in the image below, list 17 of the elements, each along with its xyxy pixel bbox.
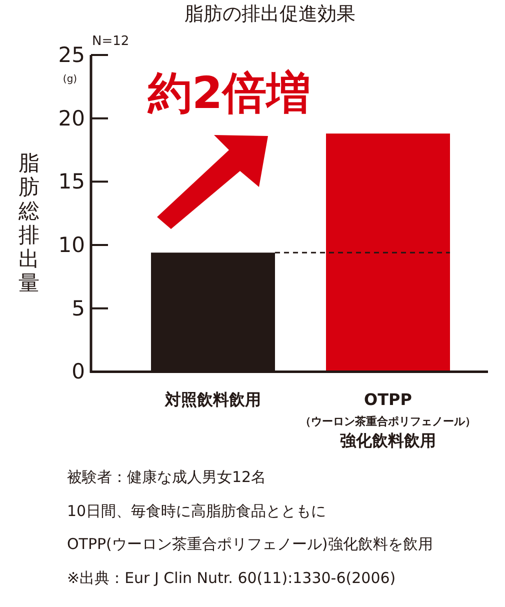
text: OTPP(ウーロン茶重合ポリフェノール)強化飲料を飲用 [67, 535, 433, 553]
y-axis-title: 脂肪総排出量 [18, 151, 40, 295]
y-tick-label: 5 [72, 296, 85, 320]
y-tick-label: 25 [58, 43, 85, 67]
text: 10日間、毎食時に高脂肪食品とともに [67, 502, 326, 520]
x-tick-label: OTPP （ウーロン茶重合ポリフェノール）強化飲料飲用 [300, 390, 476, 450]
annotation: 約2倍増 [147, 68, 311, 119]
text: (g) [62, 74, 78, 85]
text: N=12 [92, 34, 130, 49]
chart-title: 脂肪の排出促進効果 [184, 3, 356, 25]
y-tick-label: 0 [72, 360, 85, 384]
y-tick-label: 20 [58, 106, 85, 130]
y-tick-label: 15 [58, 170, 85, 194]
y-tick-label: 10 [58, 233, 85, 258]
text: 被験者：健康な成人男女12名 [67, 468, 266, 486]
x-tick-label: 対照飲料飲用 [164, 390, 261, 409]
text: ※出典：Eur J Clin Nutr. 60(11):1330-6(2006) [67, 569, 396, 587]
